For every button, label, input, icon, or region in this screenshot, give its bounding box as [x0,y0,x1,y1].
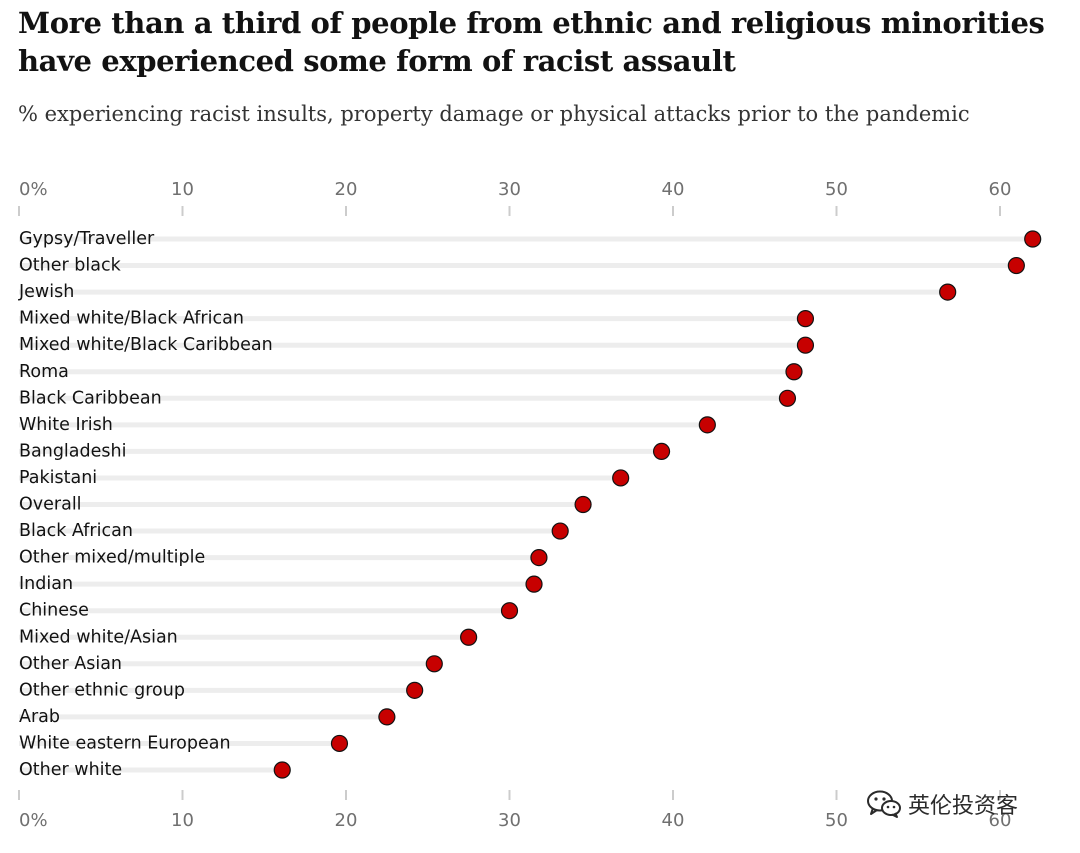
wechat-icon [867,790,901,818]
category-label: Pakistani [19,468,97,488]
top-tick-label: 10 [171,179,194,200]
top-tick-label: 0% [19,179,48,200]
bottom-tick-label: 20 [335,810,358,831]
data-point [460,628,478,646]
watermark: 英伦投资客 [866,788,1018,820]
data-points [273,230,1042,779]
category-labels: Gypsy/Traveller Other black Jewish Mixed wh… [18,229,273,780]
category-label: Other mixed/multiple [19,548,205,568]
track-lines [19,236,1033,773]
bottom-tick-label: 10 [171,810,194,831]
category-label: Overall [19,495,82,515]
data-point [652,442,671,460]
category-label: Chinese [19,601,89,621]
top-tick-label: 50 [825,179,848,200]
top-tick-label: 60 [989,179,1012,200]
data-point [525,575,543,593]
data-point [500,602,519,620]
data-point [785,363,803,381]
data-point [778,389,797,407]
data-point [406,681,424,699]
bottom-tick-label: 50 [825,810,848,831]
category-label: Jewish [18,282,74,302]
data-point [1007,256,1025,275]
data-point [530,548,548,567]
category-label: Gypsy/Traveller [19,229,155,249]
top-tick-label: 20 [335,179,358,200]
category-label: Other white [19,760,122,780]
top-tick-label: 30 [498,179,521,200]
top-axis: 0% 10 20 30 40 50 60 [18,179,1012,216]
bottom-tick-label: 0% [19,810,48,831]
bottom-tick-label: 60 [989,810,1012,831]
data-point [425,655,443,673]
category-label: Bangladeshi [19,441,126,461]
category-label: Other ethnic group [19,680,185,700]
data-point [796,336,815,354]
category-label: Mixed white/Black African [19,309,244,329]
top-tick-label: 40 [662,179,685,200]
data-point [330,734,349,753]
data-point [378,708,396,726]
chart-subtitle: % experiencing racist insults, property … [18,102,970,126]
category-label: Black African [19,521,133,541]
category-label: Other black [19,256,122,276]
data-point [273,761,291,779]
data-point [574,495,592,514]
category-label: White Irish [19,415,113,435]
category-label: Other Asian [19,654,122,674]
category-label: Arab [19,707,60,727]
data-point [612,469,630,487]
data-point [1024,230,1042,248]
watermark-text: 英伦投资客 [908,794,1019,819]
chart-title: More than a third of people from ethnic … [18,6,1045,78]
data-point [796,310,815,328]
data-point [551,522,569,540]
data-point [939,283,957,301]
category-label: White eastern European [19,733,231,753]
bottom-tick-label: 30 [498,810,521,831]
category-label: Mixed white/Asian [19,627,178,647]
bottom-tick-label: 40 [662,810,685,831]
source-strip [18,843,538,853]
category-label: Indian [19,574,73,594]
category-label: Roma [19,362,69,382]
data-point [698,416,716,434]
category-label: Black Caribbean [19,388,162,408]
bottom-axis: 0% 10 20 30 40 50 60 [18,790,1012,831]
category-label: Mixed white/Black Caribbean [19,335,273,355]
